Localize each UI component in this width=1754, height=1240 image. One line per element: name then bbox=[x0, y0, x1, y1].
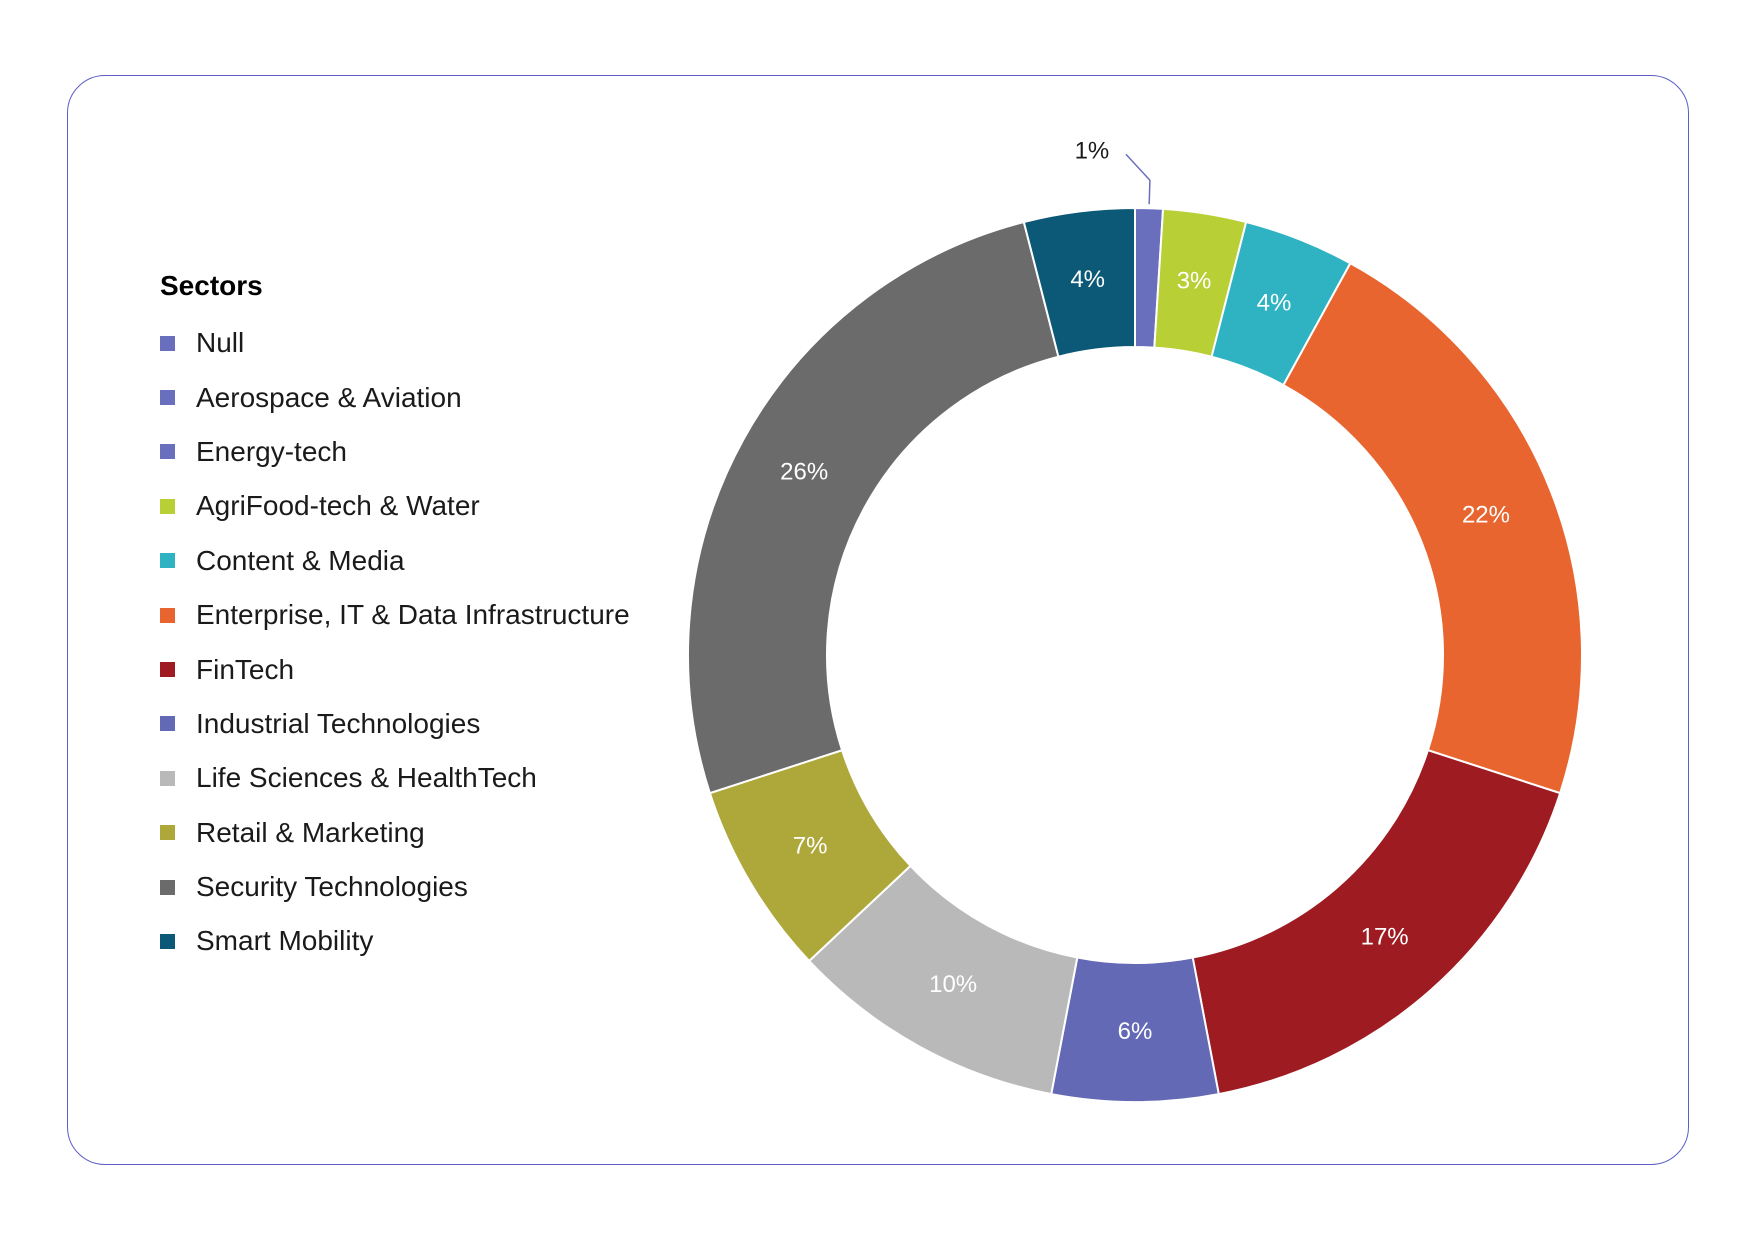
slice-label: 6% bbox=[1118, 1018, 1153, 1045]
legend-item: Industrial Technologies bbox=[160, 697, 630, 751]
legend-label: FinTech bbox=[196, 653, 295, 685]
legend-label: AgriFood-tech & Water bbox=[196, 490, 480, 522]
legend-label: Smart Mobility bbox=[196, 925, 374, 957]
slice-label: 4% bbox=[1257, 289, 1292, 316]
legend-swatch bbox=[160, 879, 175, 895]
legend-item: Security Technologies bbox=[160, 860, 630, 914]
legend-label: Life Sciences & HealthTech bbox=[196, 762, 537, 794]
donut-slice bbox=[687, 220, 1060, 795]
legend-item: Energy-tech bbox=[160, 425, 630, 479]
legend-item: Life Sciences & HealthTech bbox=[160, 751, 630, 805]
legend-swatch bbox=[160, 770, 175, 786]
donut-slice bbox=[1022, 206, 1136, 358]
legend-label: Aerospace & Aviation bbox=[196, 381, 462, 413]
slice-label: 22% bbox=[1462, 501, 1510, 528]
legend-swatch bbox=[160, 716, 175, 732]
slice-label: 1% bbox=[1075, 138, 1110, 165]
slice-label: 4% bbox=[1070, 266, 1105, 293]
legend-label: Retail & Marketing bbox=[196, 816, 425, 848]
leader-line bbox=[1125, 153, 1151, 205]
legend-label: Industrial Technologies bbox=[196, 707, 481, 739]
legend-swatch bbox=[160, 335, 175, 351]
legend-item: Aerospace & Aviation bbox=[160, 370, 630, 424]
legend-item: Content & Media bbox=[160, 534, 630, 588]
donut-slice bbox=[1191, 748, 1562, 1096]
legend-title: Sectors bbox=[160, 270, 263, 301]
legend-label: Null bbox=[196, 327, 245, 359]
legend-label: Security Technologies bbox=[196, 871, 468, 903]
slice-label: 17% bbox=[1361, 924, 1409, 951]
slice-label: 10% bbox=[929, 971, 977, 998]
legend-swatch bbox=[160, 825, 175, 841]
legend-swatch bbox=[160, 390, 175, 406]
legend-item: Enterprise, IT & Data Infrastructure bbox=[160, 588, 630, 642]
slice-label: 26% bbox=[780, 458, 828, 485]
legend-swatch bbox=[160, 498, 175, 514]
legend-swatch bbox=[160, 607, 175, 623]
slice-label: 7% bbox=[793, 833, 828, 860]
legend-item: Null bbox=[160, 316, 630, 370]
legend: Sectors Null Aerospace & Aviation Energy-t… bbox=[160, 270, 630, 969]
legend-label: Energy-tech bbox=[196, 435, 347, 467]
legend-item: AgriFood-tech & Water bbox=[160, 479, 630, 533]
legend-swatch bbox=[160, 662, 175, 678]
legend-swatch bbox=[160, 444, 175, 460]
legend-label: Enterprise, IT & Data Infrastructure bbox=[196, 599, 630, 631]
legend-items: Null Aerospace & Aviation Energy-tech AgriF… bbox=[160, 316, 630, 969]
slice-label: 3% bbox=[1177, 267, 1212, 294]
legend-swatch bbox=[160, 553, 175, 569]
donut-slice bbox=[1282, 261, 1583, 795]
legend-label: Content & Media bbox=[196, 544, 405, 576]
legend-item: FinTech bbox=[160, 642, 630, 696]
legend-item: Smart Mobility bbox=[160, 914, 630, 968]
legend-item: Retail & Marketing bbox=[160, 806, 630, 860]
legend-swatch bbox=[160, 933, 175, 949]
